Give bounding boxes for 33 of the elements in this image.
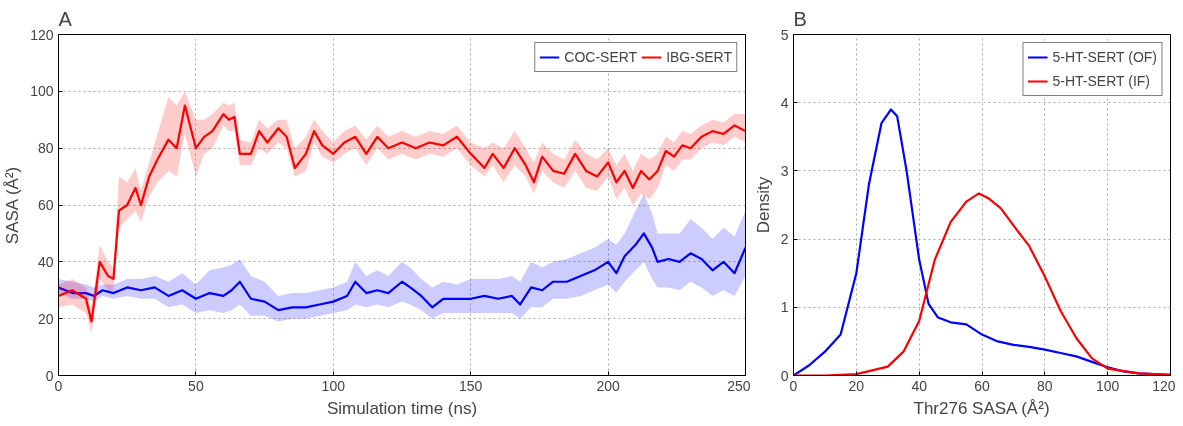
y-tick-label: 2 [780,231,789,248]
legend-label: IBG-SERT [666,49,732,65]
x-tick-label: 20 [848,377,865,394]
x-tick-label: 40 [911,377,928,394]
x-tick-label: 80 [1037,377,1053,394]
line-series [58,232,746,312]
y-tick-label: 100 [30,83,54,100]
y-axis-title: Density [753,176,773,234]
y-axis-title: SASA (Å²) [3,166,23,245]
legend-label: 5-HT-SERT (OF) [1052,49,1157,65]
x-tick-label: 100 [1095,377,1120,394]
legend-label: 5-HT-SERT (IF) [1052,73,1150,89]
x-tick-label: 60 [974,377,990,394]
x-tick-label: 100 [321,377,346,394]
y-tick-label: 3 [780,162,789,179]
y-tick-label: 4 [780,94,789,111]
chart-title: B [793,7,807,30]
y-tick-label: 1 [780,299,789,316]
x-tick-label: 50 [188,377,204,394]
x-axis-title: Simulation time (ns) [326,398,478,418]
chart-title: A [58,7,73,30]
x-tick-label: 250 [727,377,751,394]
x-tick-label: 120 [1152,377,1176,394]
x-tick-label: 150 [459,377,483,394]
y-tick-label: 20 [37,310,54,327]
x-tick-label: 200 [596,377,620,394]
y-tick-label: 80 [37,140,54,157]
y-tick-label: 60 [37,197,54,213]
y-tick-label: 120 [30,26,54,43]
x-axis-title: Thr276 SASA (Å²) [913,398,1050,418]
legend-label: COC-SERT [564,49,638,65]
y-tick-label: 40 [37,253,54,270]
y-tick-label: 5 [780,26,789,43]
